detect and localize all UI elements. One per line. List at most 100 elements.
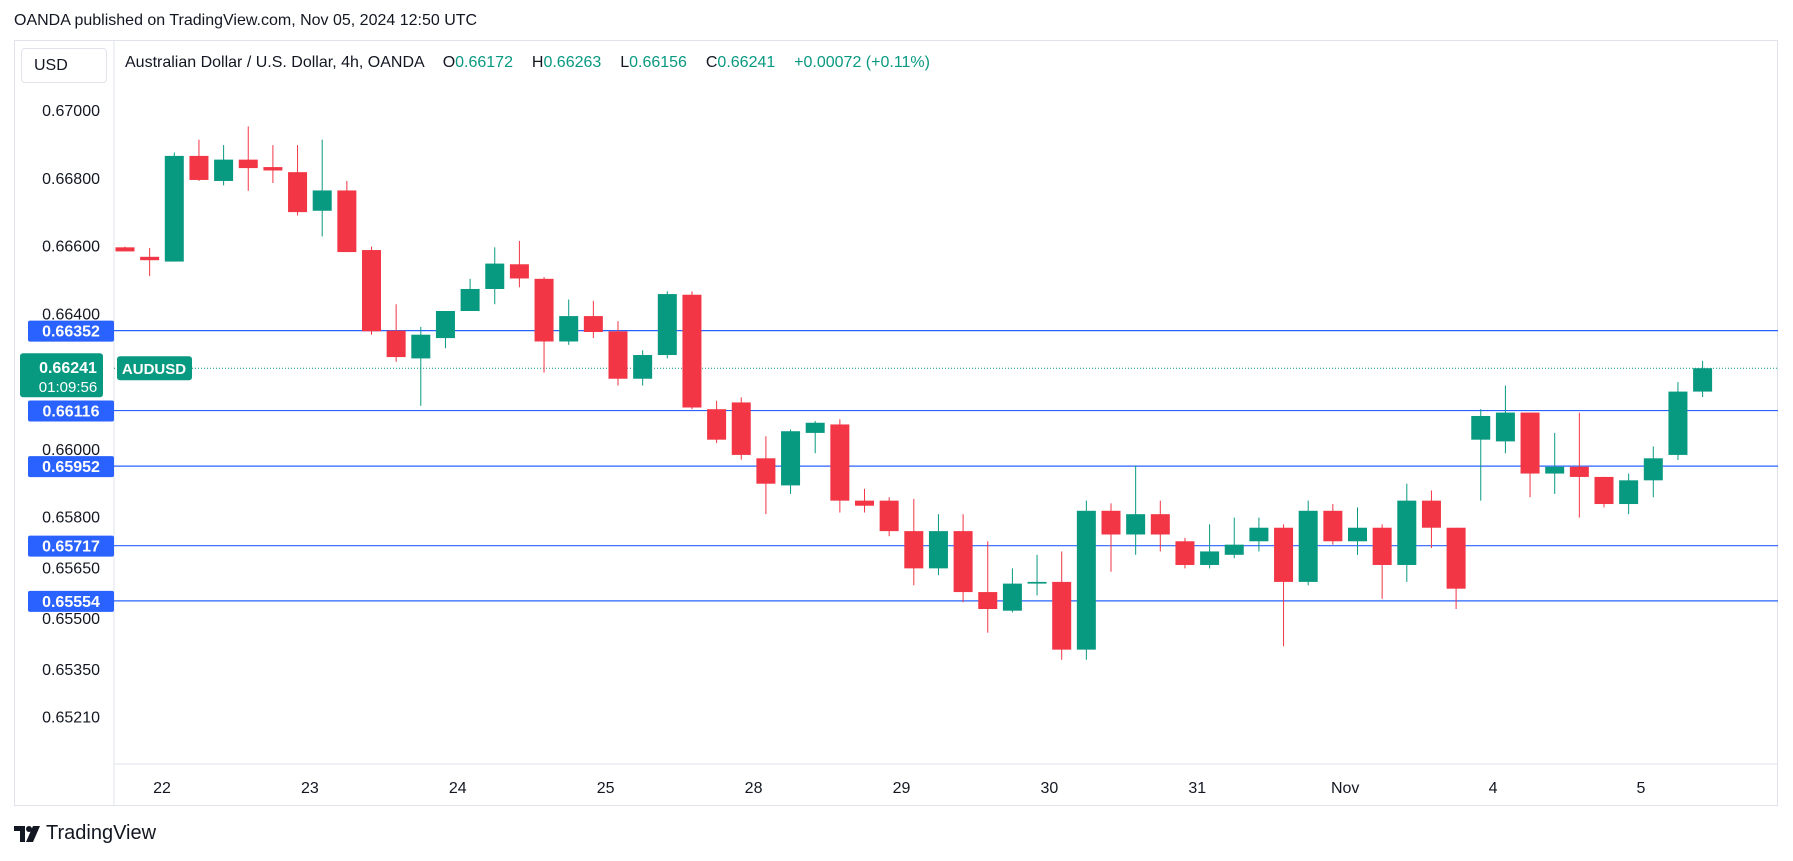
candle-body [1052, 581, 1072, 650]
y-tick-label: 0.66400 [42, 306, 100, 323]
candle [953, 514, 973, 603]
candle [904, 498, 924, 586]
candle [288, 145, 308, 216]
candle-body [485, 263, 505, 289]
close-label: C [705, 54, 718, 71]
high-label: H [531, 54, 544, 71]
candle [879, 497, 899, 537]
low-value: 0.66156 [629, 54, 687, 71]
candle-body [337, 190, 357, 253]
y-tick-label: 0.66600 [42, 239, 100, 256]
candle [1668, 382, 1688, 460]
currency-selector[interactable]: USD [21, 48, 107, 83]
x-tick-label: Nov [1331, 780, 1359, 797]
candle [731, 397, 751, 460]
candle [164, 152, 184, 262]
tradingview-logo[interactable]: TradingView [14, 822, 156, 845]
candle [756, 436, 776, 515]
candle-body [682, 294, 702, 408]
y-tick-label: 0.65210 [42, 709, 100, 726]
x-tick-label: 30 [1040, 780, 1058, 797]
candle [1274, 524, 1294, 647]
candle [1175, 537, 1195, 569]
candle [1200, 524, 1220, 569]
candle-body [460, 288, 480, 311]
y-tick-label: 0.65650 [42, 560, 100, 577]
candle [189, 139, 209, 181]
candle-body [1274, 527, 1294, 582]
candle-body [164, 155, 184, 262]
candle-body [115, 247, 135, 252]
candle [214, 145, 234, 186]
candle-body [1397, 500, 1417, 565]
candle-body [288, 172, 308, 213]
candle [1643, 446, 1663, 498]
candle-body [214, 159, 234, 181]
level-price-tag-bg [28, 400, 114, 422]
current-price-value: 0.66241 [39, 360, 97, 377]
candle-body [879, 500, 899, 532]
candle [682, 291, 702, 410]
candle-body [1200, 551, 1220, 565]
close-value: 0.66241 [717, 54, 776, 71]
candle-body [1323, 510, 1343, 542]
candle [337, 180, 357, 253]
candle-body [1175, 541, 1195, 565]
x-tick-label: 22 [153, 780, 171, 797]
candle [411, 326, 431, 406]
candle [781, 429, 801, 494]
candle [1693, 360, 1713, 398]
x-tick-label: 24 [449, 780, 467, 797]
x-tick-label: 29 [893, 780, 911, 797]
candle-body [633, 355, 653, 379]
candle [140, 248, 160, 277]
candle-body [781, 431, 801, 486]
level-price-tag: 0.65554 [28, 590, 114, 612]
candle [435, 311, 455, 349]
x-tick-label: 4 [1489, 780, 1498, 797]
level-price-tag-label: 0.66352 [42, 324, 100, 341]
candle [460, 278, 480, 311]
candle-body [189, 155, 209, 180]
x-tick-label: 5 [1637, 780, 1646, 797]
level-price-tag: 0.65952 [28, 456, 114, 478]
candle-body [1446, 527, 1466, 589]
candle [928, 514, 948, 576]
candle [1619, 473, 1639, 515]
candle [1150, 500, 1170, 552]
candle-body [1076, 510, 1096, 650]
tradingview-brand: TradingView [46, 822, 157, 844]
candle [1421, 490, 1441, 549]
candle [1027, 554, 1047, 596]
level-price-tag-bg [28, 456, 114, 478]
tradingview-logo-icon [14, 825, 40, 842]
level-price-tag-bg [28, 590, 114, 612]
candle-body [1643, 458, 1663, 481]
candle-body [657, 294, 677, 356]
y-tick-label: 0.65800 [42, 510, 100, 527]
level-price-tag-label: 0.65717 [42, 539, 100, 556]
candle [1249, 517, 1269, 552]
candle [263, 145, 283, 183]
candle [1298, 500, 1318, 586]
candle-body [1594, 476, 1614, 505]
candle [1372, 524, 1392, 599]
candle-body [1002, 583, 1022, 611]
candle [485, 247, 505, 305]
y-tick-label: 0.67000 [42, 103, 100, 120]
candle [1569, 412, 1589, 518]
candle [1002, 568, 1022, 613]
candle-body [1668, 391, 1688, 455]
candle-body [855, 500, 874, 506]
candle-body [1126, 514, 1146, 535]
candle [1594, 476, 1614, 508]
candle [805, 421, 825, 454]
candle-body [1619, 480, 1639, 505]
candle [509, 240, 529, 288]
symbol-tag-label: AUDUSD [122, 361, 186, 378]
candle [386, 304, 406, 362]
symbol-title: Australian Dollar / U.S. Dollar, 4h, OAN… [125, 54, 424, 71]
candle-body [1471, 415, 1491, 440]
symbol-tag-bg [117, 356, 192, 381]
